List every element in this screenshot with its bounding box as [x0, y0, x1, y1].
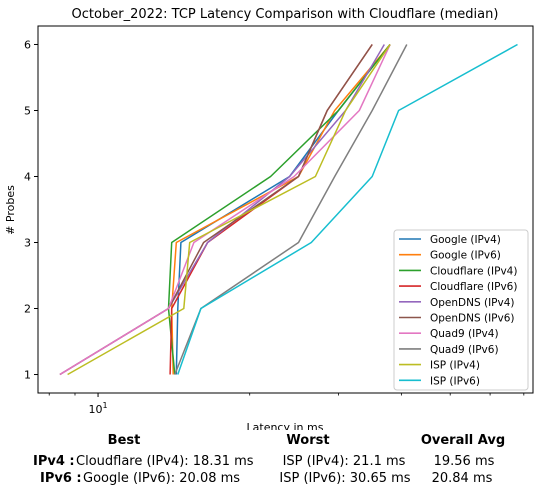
avg-header: Overall Avg	[420, 433, 506, 448]
legend: Google (IPv4) Google (IPv6) Cloudflare (IP…	[393, 229, 529, 391]
worst-value: ISP (IPv6): 30.65 ms	[279, 471, 411, 486]
legend-label: Google (IPv6)	[430, 250, 501, 262]
row-label: IPv6 :	[40, 471, 82, 486]
best-value: Google (IPv6): 20.08 ms	[83, 471, 241, 486]
plot-lines	[59, 43, 518, 376]
row-label: IPv4 :	[33, 454, 75, 469]
y-axis-label: # Probes	[4, 185, 17, 235]
legend-box	[393, 229, 529, 391]
series-line	[177, 43, 518, 375]
series-line	[167, 44, 391, 375]
x-tick-label: 101	[89, 401, 108, 416]
series-line	[59, 44, 391, 376]
chart-title: October_2022: TCP Latency Comparison wit…	[72, 7, 499, 22]
worst-header: Worst	[286, 433, 330, 448]
series-line	[175, 44, 391, 375]
series-line	[67, 44, 391, 376]
legend-label: ISP (IPv4)	[430, 360, 480, 372]
legend-label: Google (IPv4)	[430, 234, 501, 246]
axis-ticks: 1 2 3 4 5 6 101	[24, 38, 525, 416]
series-line	[174, 44, 408, 375]
legend-label: ISP (IPv6)	[430, 375, 480, 387]
legend-label: OpenDNS (IPv4)	[430, 297, 515, 309]
avg-value: 19.56 ms	[433, 454, 495, 469]
y-tick-label: 4	[24, 170, 31, 183]
latency-chart: October_2022: TCP Latency Comparison wit…	[4, 7, 534, 430]
best-value: Cloudflare (IPv4): 18.31 ms	[76, 454, 254, 469]
legend-label: OpenDNS (IPv6)	[430, 313, 515, 325]
plot-frame	[37, 25, 534, 394]
legend-label: Quad9 (IPv4)	[430, 328, 499, 340]
avg-value: 20.84 ms	[431, 471, 493, 486]
y-tick-label: 1	[24, 369, 31, 382]
legend-label: Quad9 (IPv6)	[430, 344, 499, 356]
worst-value: ISP (IPv4): 21.1 ms	[282, 454, 406, 469]
series-line	[59, 44, 373, 376]
y-tick-label: 5	[24, 104, 31, 117]
legend-label: Cloudflare (IPv6)	[430, 281, 517, 293]
x-axis-label: Latency in ms	[247, 421, 324, 430]
y-tick-label: 3	[24, 237, 31, 250]
legend-label: Cloudflare (IPv4)	[430, 265, 517, 277]
y-tick-label: 2	[24, 303, 31, 316]
y-tick-label: 6	[24, 38, 31, 51]
best-header: Best	[107, 433, 141, 448]
